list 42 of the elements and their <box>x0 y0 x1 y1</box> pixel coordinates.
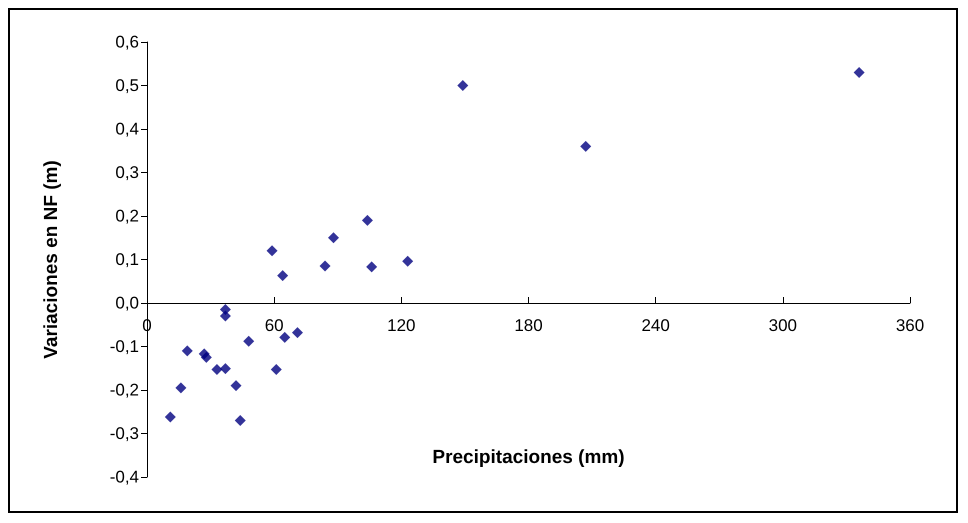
point <box>211 364 222 376</box>
x-tick-label: 240 <box>641 316 670 335</box>
point <box>277 270 288 282</box>
point <box>270 364 282 376</box>
point <box>200 352 212 363</box>
point <box>320 260 331 272</box>
point <box>220 310 231 322</box>
point <box>279 332 290 343</box>
x-tick-label: 60 <box>264 316 284 335</box>
y-tick-label: 0,6 <box>115 32 139 52</box>
y-tick-label: 0,5 <box>115 76 139 95</box>
point <box>580 140 592 152</box>
point <box>220 363 231 374</box>
point <box>243 336 254 347</box>
point <box>182 345 193 356</box>
x-tick-label: 360 <box>896 316 924 335</box>
x-tick-label: 180 <box>514 316 543 335</box>
x-tick-label: 300 <box>768 316 798 335</box>
point <box>402 256 414 267</box>
x-axis-title: Precipitaciones (mm) <box>432 447 625 468</box>
point <box>266 245 278 256</box>
point <box>230 380 242 392</box>
point <box>457 80 468 91</box>
point <box>328 232 340 244</box>
point <box>164 411 176 422</box>
point <box>362 214 373 226</box>
y-tick-label: 0,0 <box>115 294 139 312</box>
y-axis-title: Variaciones en NF (m) <box>41 160 62 359</box>
y-tick-label: 0,1 <box>115 250 139 269</box>
y-tick-label: -0,4 <box>110 468 139 486</box>
point <box>292 327 303 338</box>
y-tick-label: 0,4 <box>115 120 139 138</box>
y-tick-label: -0,3 <box>110 424 139 443</box>
y-tick-label: 0,2 <box>115 206 139 226</box>
y-tick-label: -0,2 <box>110 380 139 400</box>
x-tick-label: 120 <box>387 316 416 335</box>
y-tick-label: 0,3 <box>115 163 139 182</box>
point <box>366 261 378 272</box>
point <box>175 382 186 394</box>
point <box>234 414 246 426</box>
point <box>854 66 865 78</box>
y-tick-label: -0,1 <box>110 337 139 356</box>
